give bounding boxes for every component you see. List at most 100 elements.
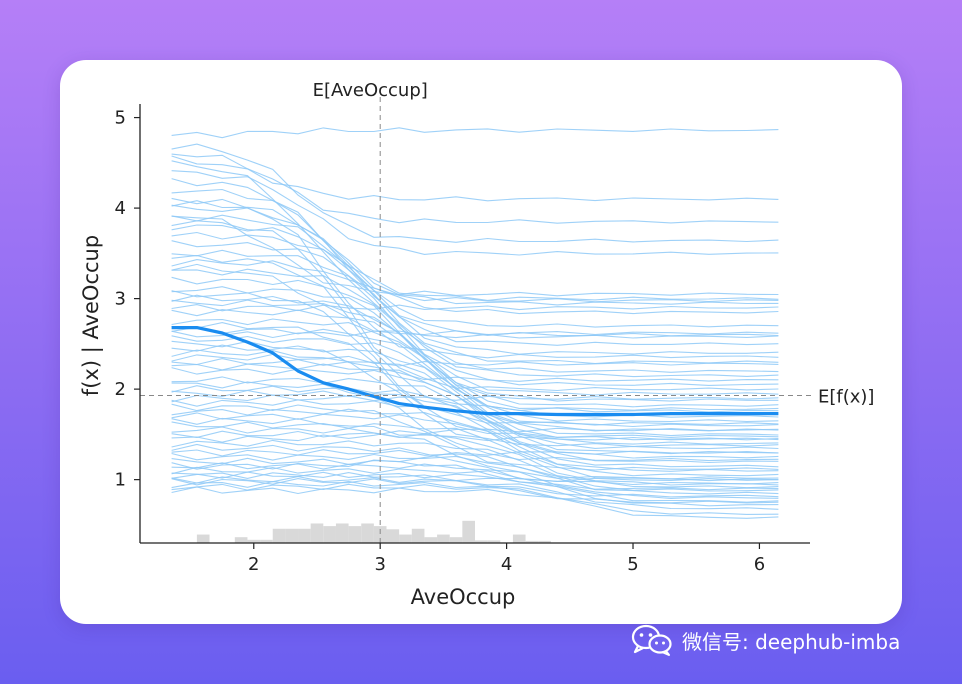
y-tick-label: 1 <box>115 470 126 491</box>
wechat-icon <box>631 624 672 656</box>
ice-curve <box>171 450 779 470</box>
ice-curve <box>171 127 779 139</box>
y-tick-label: 5 <box>115 108 126 129</box>
y-tick-label: 2 <box>115 379 126 400</box>
ice-curve <box>171 200 779 315</box>
ice-curve <box>171 452 779 495</box>
chart-card: 2 3 4 5 6 1 2 3 4 5 AveOccup f(x) | AveOccup E[AveOc… <box>60 60 902 624</box>
histogram-bar <box>538 540 551 543</box>
ice-curve <box>171 160 779 303</box>
ice-curve <box>171 443 779 486</box>
ice-curve <box>171 476 779 498</box>
ice-curve <box>171 358 779 367</box>
x-tick-label: 4 <box>501 554 512 575</box>
ice-curve <box>171 486 779 519</box>
ice-curve <box>171 439 779 489</box>
ice-curve <box>171 263 779 339</box>
ice-curve <box>171 340 779 382</box>
ice-curve <box>171 215 779 297</box>
histogram-bar <box>260 539 273 543</box>
watermark: 微信号: deephub-imba <box>630 624 900 656</box>
y-tick-label: 3 <box>115 289 126 310</box>
ice-curve <box>171 471 779 507</box>
ice-curve <box>171 381 779 462</box>
histogram-bar <box>335 523 349 543</box>
ice-curve <box>171 214 779 337</box>
pd-line <box>171 326 779 417</box>
ice-curve <box>171 170 779 256</box>
histogram-bar <box>323 526 336 543</box>
histogram-bar <box>361 523 374 543</box>
histogram-bar <box>386 529 400 543</box>
y-tick-label: 4 <box>115 198 126 219</box>
x-tick-label: 3 <box>374 554 385 575</box>
ice-curve <box>171 426 779 480</box>
expected-output-label: E[f(x)] <box>818 386 874 407</box>
histogram-bar <box>487 540 501 543</box>
ice-curve <box>171 326 779 428</box>
ice-curve <box>171 462 779 500</box>
ice-curve <box>171 394 779 403</box>
ice-curve <box>171 389 779 464</box>
histogram-bar <box>449 537 463 543</box>
ice-curve <box>171 412 779 477</box>
histogram-bar <box>462 520 475 543</box>
ice-curve <box>171 330 779 339</box>
histogram-bar <box>399 534 412 543</box>
ice-curve <box>171 367 779 450</box>
ice-curve <box>171 480 779 504</box>
ice-curve <box>171 155 779 202</box>
ice-curve <box>171 299 779 413</box>
histogram-bar <box>247 539 261 543</box>
ice-curve <box>171 408 779 472</box>
ice-curve <box>171 240 779 365</box>
ice-curve <box>171 231 779 355</box>
histogram-bar <box>196 534 210 543</box>
ice-curve <box>171 349 779 447</box>
ice-curve <box>171 304 779 312</box>
ice-curve <box>171 385 779 459</box>
ice-curve <box>171 472 779 482</box>
histogram-bar <box>272 528 286 543</box>
watermark-text: 微信号: deephub-imba <box>682 629 901 654</box>
ice-curve <box>171 457 779 491</box>
ice-curve <box>171 417 779 442</box>
histogram-bar <box>424 537 438 543</box>
histogram-bar <box>285 528 299 543</box>
ice-curve <box>171 449 779 492</box>
ice-curve <box>171 153 779 224</box>
ice-curve <box>171 344 779 437</box>
histogram-bar <box>373 526 387 543</box>
histogram-bar <box>411 528 425 543</box>
ice-curve <box>171 318 779 423</box>
ice-curve <box>171 286 779 402</box>
ice-curve <box>171 309 779 418</box>
ice-plot: 2 3 4 5 6 1 2 3 4 5 AveOccup f(x) | AveOccup E[AveOc… <box>79 80 874 609</box>
ice-curve <box>171 268 779 386</box>
histogram-bar <box>348 526 362 543</box>
ice-curve <box>171 259 779 378</box>
ice-curve <box>171 403 779 471</box>
ice-curve <box>171 466 779 503</box>
ice-curve <box>171 143 779 243</box>
ice-curve <box>171 254 779 412</box>
ice-curve <box>171 178 779 301</box>
x-tick-label: 6 <box>754 554 765 575</box>
histogram-bar <box>310 523 324 543</box>
histogram-bar <box>298 528 311 543</box>
histogram-bar <box>475 540 488 543</box>
ice-curve <box>171 276 779 396</box>
ice-curve <box>171 376 779 455</box>
x-tick-label: 2 <box>248 554 259 575</box>
y-axis-label: f(x) | AveOccup <box>79 235 104 396</box>
x-tick-label: 5 <box>627 554 638 575</box>
histogram-bar <box>512 534 526 543</box>
expected-feature-label: E[AveOccup] <box>313 80 428 101</box>
ice-curve <box>171 197 779 359</box>
ice-curve <box>171 249 779 373</box>
histogram-bar <box>234 537 248 543</box>
ice-curve <box>171 220 779 392</box>
ice-curve <box>171 188 779 306</box>
ice-curve <box>171 427 779 443</box>
histogram-bar <box>525 540 539 543</box>
